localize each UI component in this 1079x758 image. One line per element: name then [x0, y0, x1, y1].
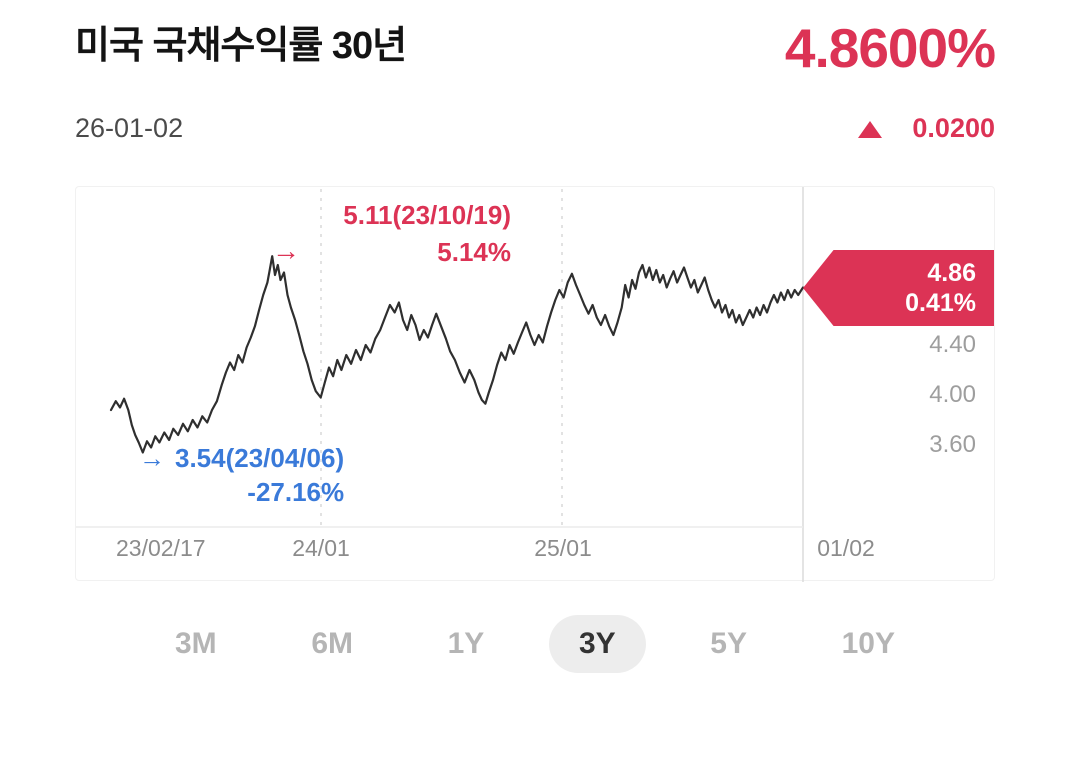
period-tab-1y[interactable]: 1Y [418, 615, 515, 673]
quote-date: 26-01-02 [75, 112, 184, 143]
low-annotation-value-date: 3.54(23/04/06) [175, 443, 345, 473]
x-axis-label-start: 23/02/17 [116, 535, 206, 561]
low-annotation: → 3.54(23/04/06) -27.16% [139, 441, 344, 509]
x-axis-label-25-01: 25/01 [534, 535, 592, 561]
yield-line [109, 255, 805, 454]
badge-change-pct: 0.41% [905, 289, 976, 317]
up-triangle-icon [858, 120, 883, 138]
high-annotation: 5.11(23/10/19) 5.14% [343, 197, 511, 271]
high-annotation-value-date: 5.11(23/10/19) [343, 200, 511, 230]
y-axis-label-440: 4.40 [929, 331, 976, 358]
change-indicator: 0.0200 [858, 113, 995, 144]
header-subrow: 26-01-02 0.0200 [75, 112, 995, 144]
high-annotation-change-pct: 5.14% [437, 237, 511, 267]
header: 미국 국채수익률 30년 4.8600% [75, 17, 996, 79]
low-annotation-change-pct: -27.16% [247, 477, 345, 507]
period-tab-6m[interactable]: 6M [281, 615, 383, 673]
chart-plot[interactable] [76, 187, 996, 582]
period-tab-3m[interactable]: 3M [145, 615, 247, 673]
change-value: 0.0200 [912, 112, 995, 143]
period-tab-10y[interactable]: 10Y [812, 615, 925, 673]
x-axis-label-01-02: 01/02 [817, 535, 875, 561]
yield-chart-card: 5.11(23/10/19) 5.14% → → 3.54(23/04/06) -… [75, 186, 996, 582]
low-annotation-line1: → 3.54(23/04/06) [139, 441, 344, 475]
high-point-arrow-icon: → [272, 235, 300, 266]
x-axis-label-24-01: 24/01 [292, 535, 350, 561]
current-yield-value: 4.8600% [784, 17, 996, 79]
period-tab-5y[interactable]: 5Y [680, 615, 777, 673]
period-tabs: 3M 6M 1Y 3Y 5Y 10Y [75, 615, 995, 673]
low-point-arrow-icon: → [139, 443, 165, 473]
period-tab-3y[interactable]: 3Y [548, 615, 646, 673]
current-value-badge: 4.86 0.41% [803, 250, 994, 326]
y-axis-label-360: 3.60 [929, 431, 976, 458]
y-axis-label-400: 4.00 [929, 381, 976, 408]
page-title: 미국 국채수익률 30년 [75, 25, 407, 67]
badge-value: 4.86 [927, 259, 976, 287]
